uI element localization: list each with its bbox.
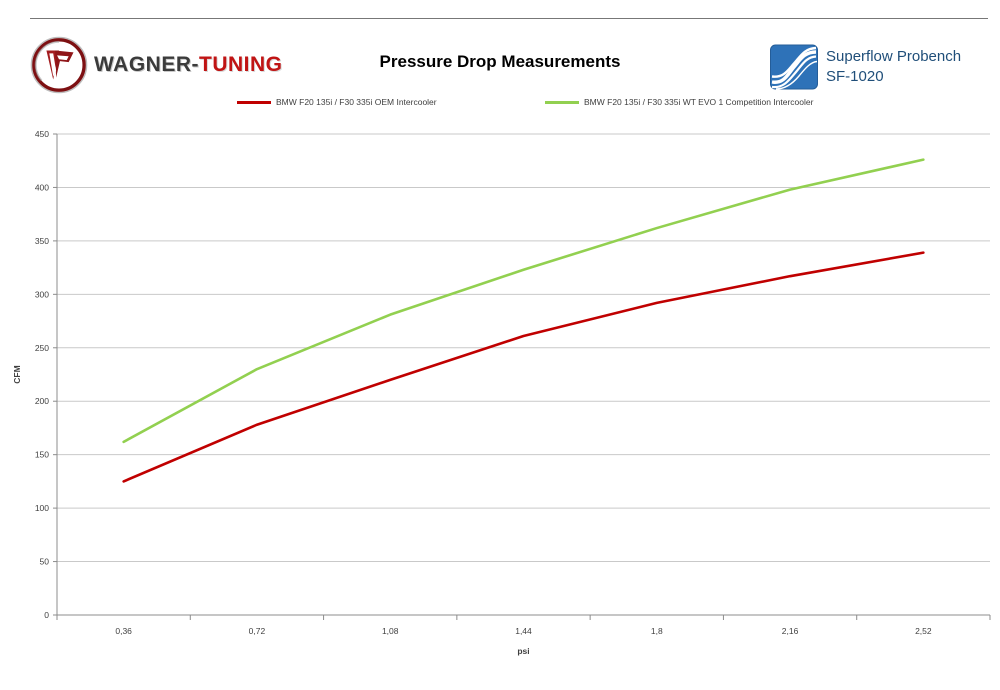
x-tick-label: 1,8 [651, 626, 663, 636]
y-tick-label: 250 [35, 343, 49, 353]
wagner-tuning-emblem-icon [30, 36, 88, 94]
y-tick-label: 450 [35, 129, 49, 139]
x-tick-label: 2,52 [915, 626, 932, 636]
y-tick-label: 400 [35, 182, 49, 192]
y-tick-label: 50 [40, 557, 50, 567]
legend-swatch-evo [545, 100, 579, 104]
legend-item-oem: BMW F20 135i / F30 335i OEM Intercooler [237, 97, 437, 107]
superflow-line1: Superflow Probench [826, 48, 962, 65]
series-line-oem [122, 251, 925, 483]
x-tick-label: 0,72 [249, 626, 266, 636]
x-tick-label: 0,36 [115, 626, 132, 636]
top-divider [30, 18, 988, 19]
y-tick-label: 350 [35, 236, 49, 246]
wordmark-tuning: TUNING [199, 53, 283, 76]
y-axis-title: CFM [12, 365, 22, 383]
legend-label-evo: BMW F20 135i / F30 335i WT EVO 1 Competi… [584, 97, 814, 107]
wordmark-wagner: WAGNER- [94, 53, 199, 76]
y-tick-label: 200 [35, 396, 49, 406]
superflow-text: Superflow Probench SF-1020 [826, 44, 961, 87]
legend-swatch-oem [237, 100, 271, 104]
x-axis-title: psi [517, 646, 529, 656]
legend-item-evo: BMW F20 135i / F30 335i WT EVO 1 Competi… [545, 97, 813, 107]
wagner-tuning-logo: WAGNER-TUNING [30, 36, 283, 94]
y-tick-label: 300 [35, 289, 49, 299]
y-tick-label: 150 [35, 450, 49, 460]
x-tick-label: 2,16 [782, 626, 799, 636]
y-tick-label: 0 [44, 610, 49, 620]
superflow-line2: SF-1020 [826, 68, 884, 85]
series-line-evo [122, 158, 925, 444]
wagner-tuning-wordmark: WAGNER-TUNING [94, 53, 283, 77]
x-tick-label: 1,08 [382, 626, 399, 636]
superflow-logo: Superflow Probench SF-1020 [770, 44, 961, 90]
legend-label-oem: BMW F20 135i / F30 335i OEM Intercooler [276, 97, 437, 107]
chart-title: Pressure Drop Measurements [379, 52, 621, 71]
superflow-icon [770, 44, 818, 90]
y-tick-label: 100 [35, 503, 49, 513]
x-tick-label: 1,44 [515, 626, 532, 636]
